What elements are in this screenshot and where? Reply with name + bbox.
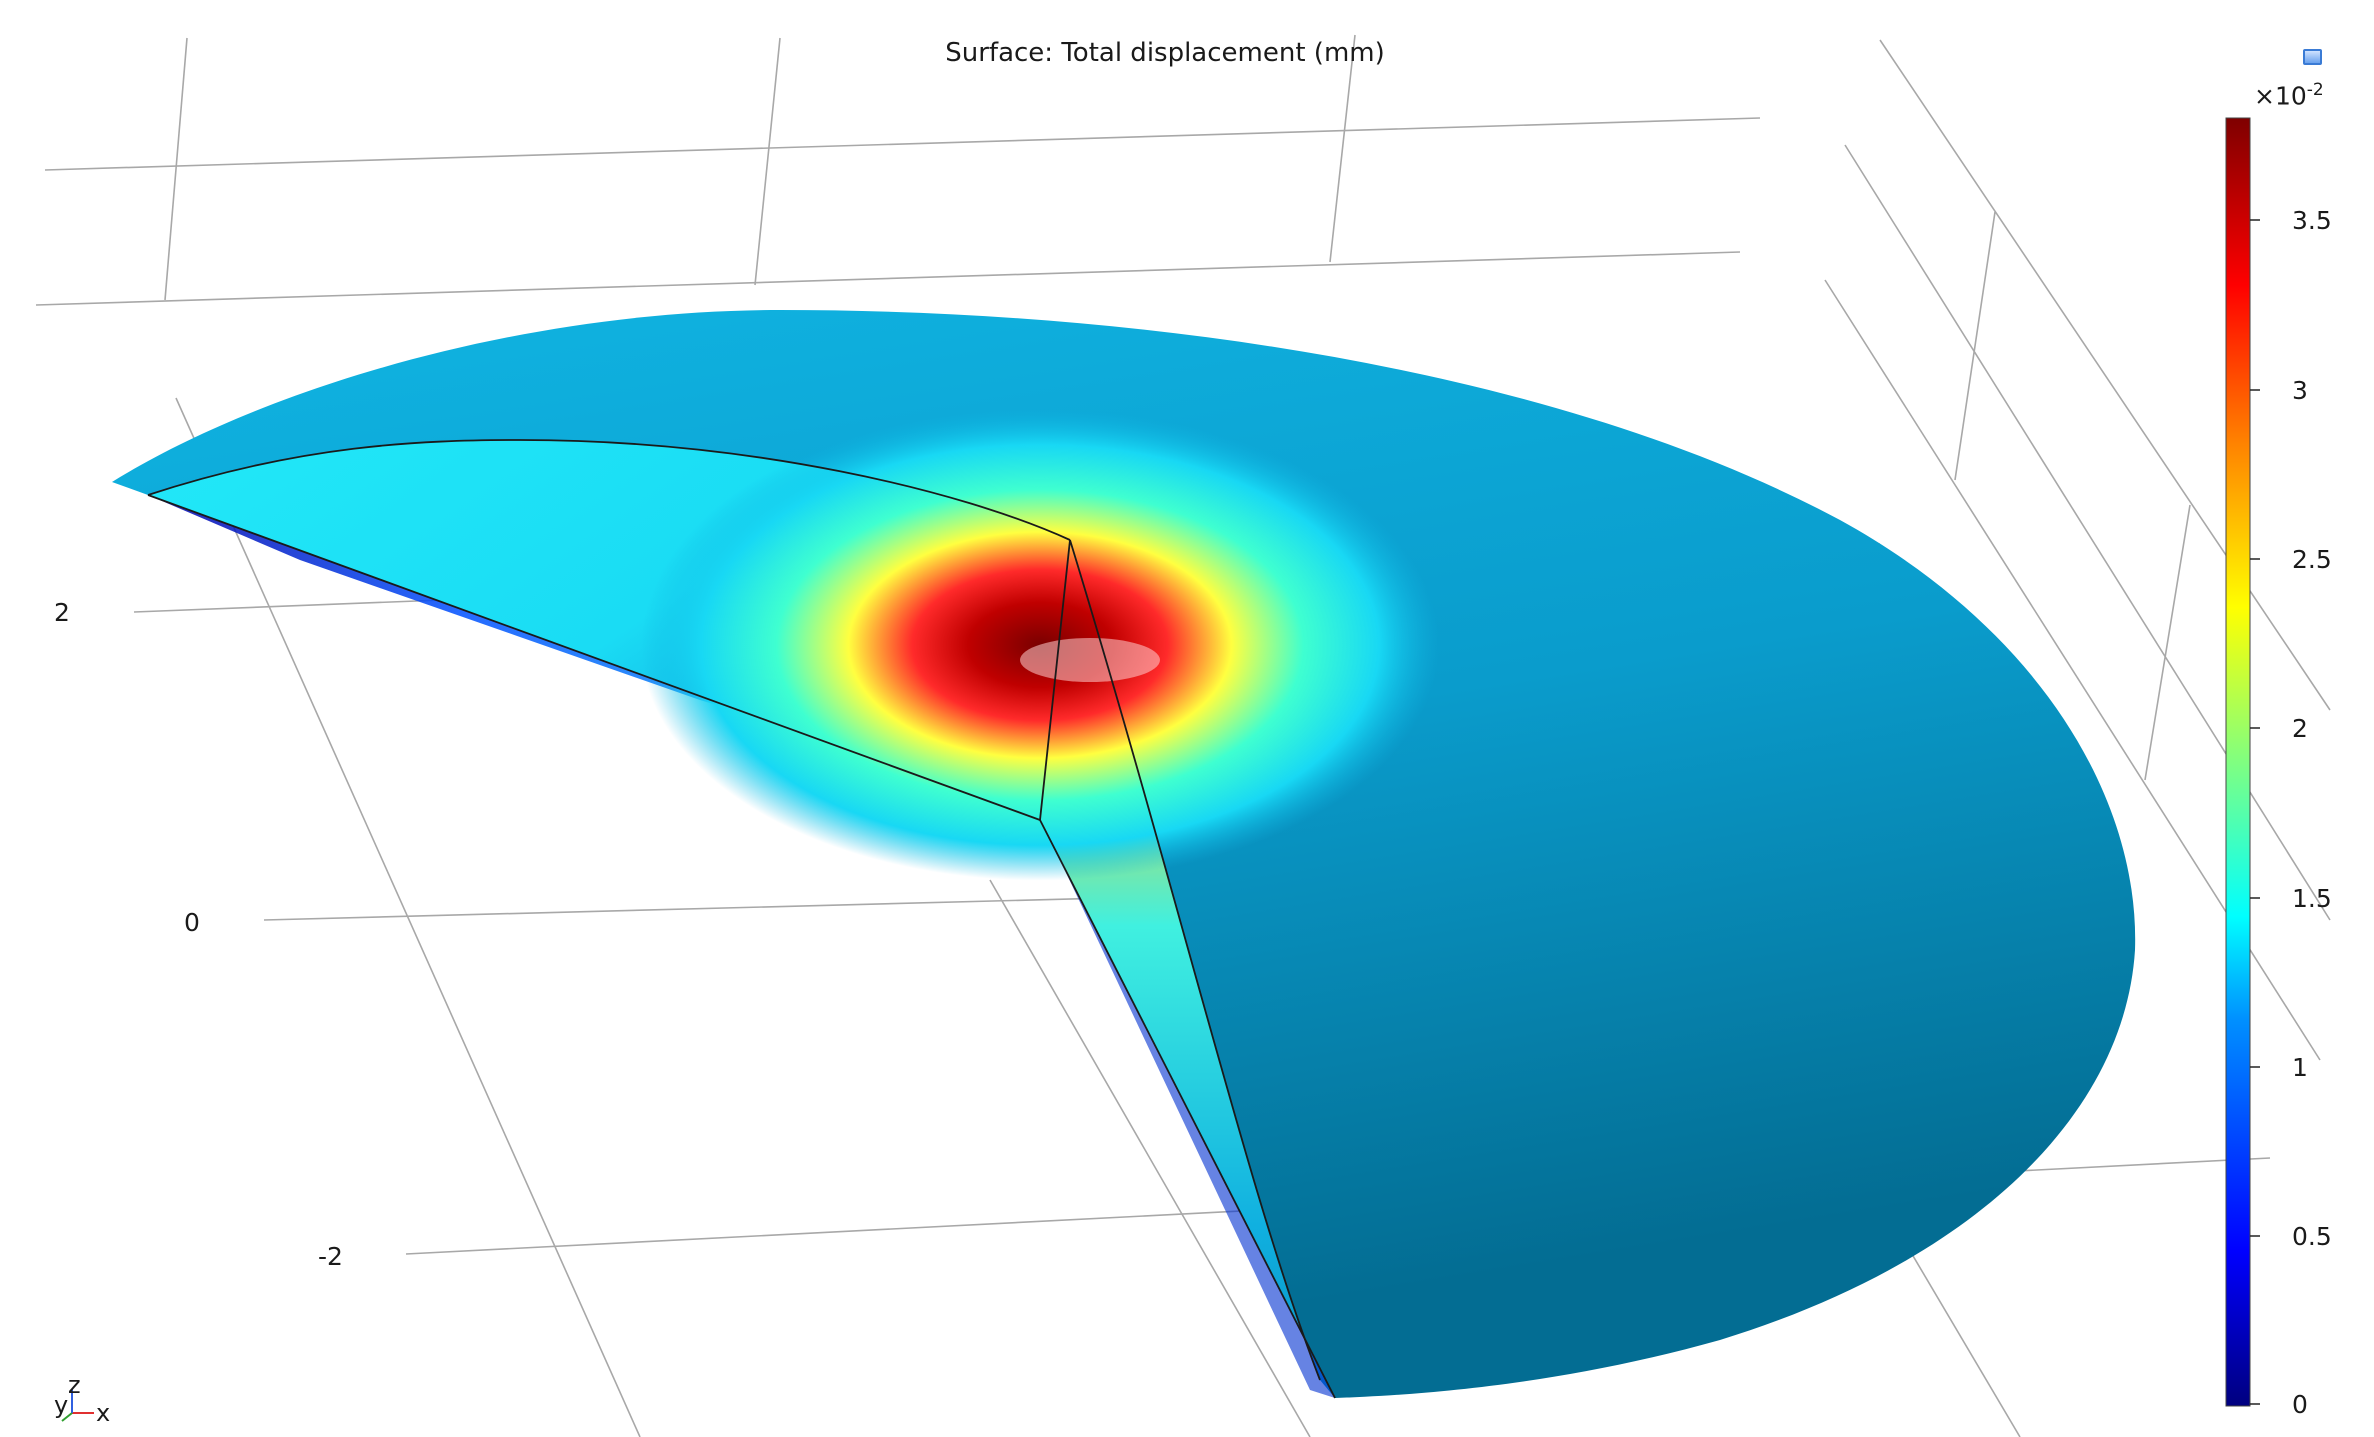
colorbar-exponent: ×10-2 [2254,80,2324,111]
colorbar-ticks [2250,219,2260,1405]
axis-tick-label: 0 [184,908,200,937]
colorbar-tick-label: 3.5 [2292,206,2332,235]
axes-orientation-triad: y z x [54,1371,124,1427]
hotspot-highlight [1020,638,1160,682]
colorbar-tick-label: 2 [2292,714,2308,743]
colorbar-tick-label: 2.5 [2292,545,2332,574]
plot-title: Surface: Total displacement (mm) [945,38,1385,68]
colorbar-tick-label: 0.5 [2292,1222,2332,1251]
axis-tick-label: 2 [54,598,70,627]
triad-label-y: y [54,1391,69,1419]
triad-label-x: x [96,1399,111,1427]
triad-label-z: z [68,1371,81,1399]
plot-settings-icon[interactable] [2303,49,2322,65]
colorbar-tick-label: 0 [2292,1390,2308,1419]
geometry-edges [147,439,1336,1399]
colorbar-tick-label: 1.5 [2292,884,2332,913]
colorbar [2225,117,2251,1407]
axis-tick-label: -2 [318,1242,343,1271]
triad-axes-icon [61,1389,94,1422]
colorbar-tick-label: 1 [2292,1053,2308,1082]
colorbar-tick-label: 3 [2292,376,2308,405]
